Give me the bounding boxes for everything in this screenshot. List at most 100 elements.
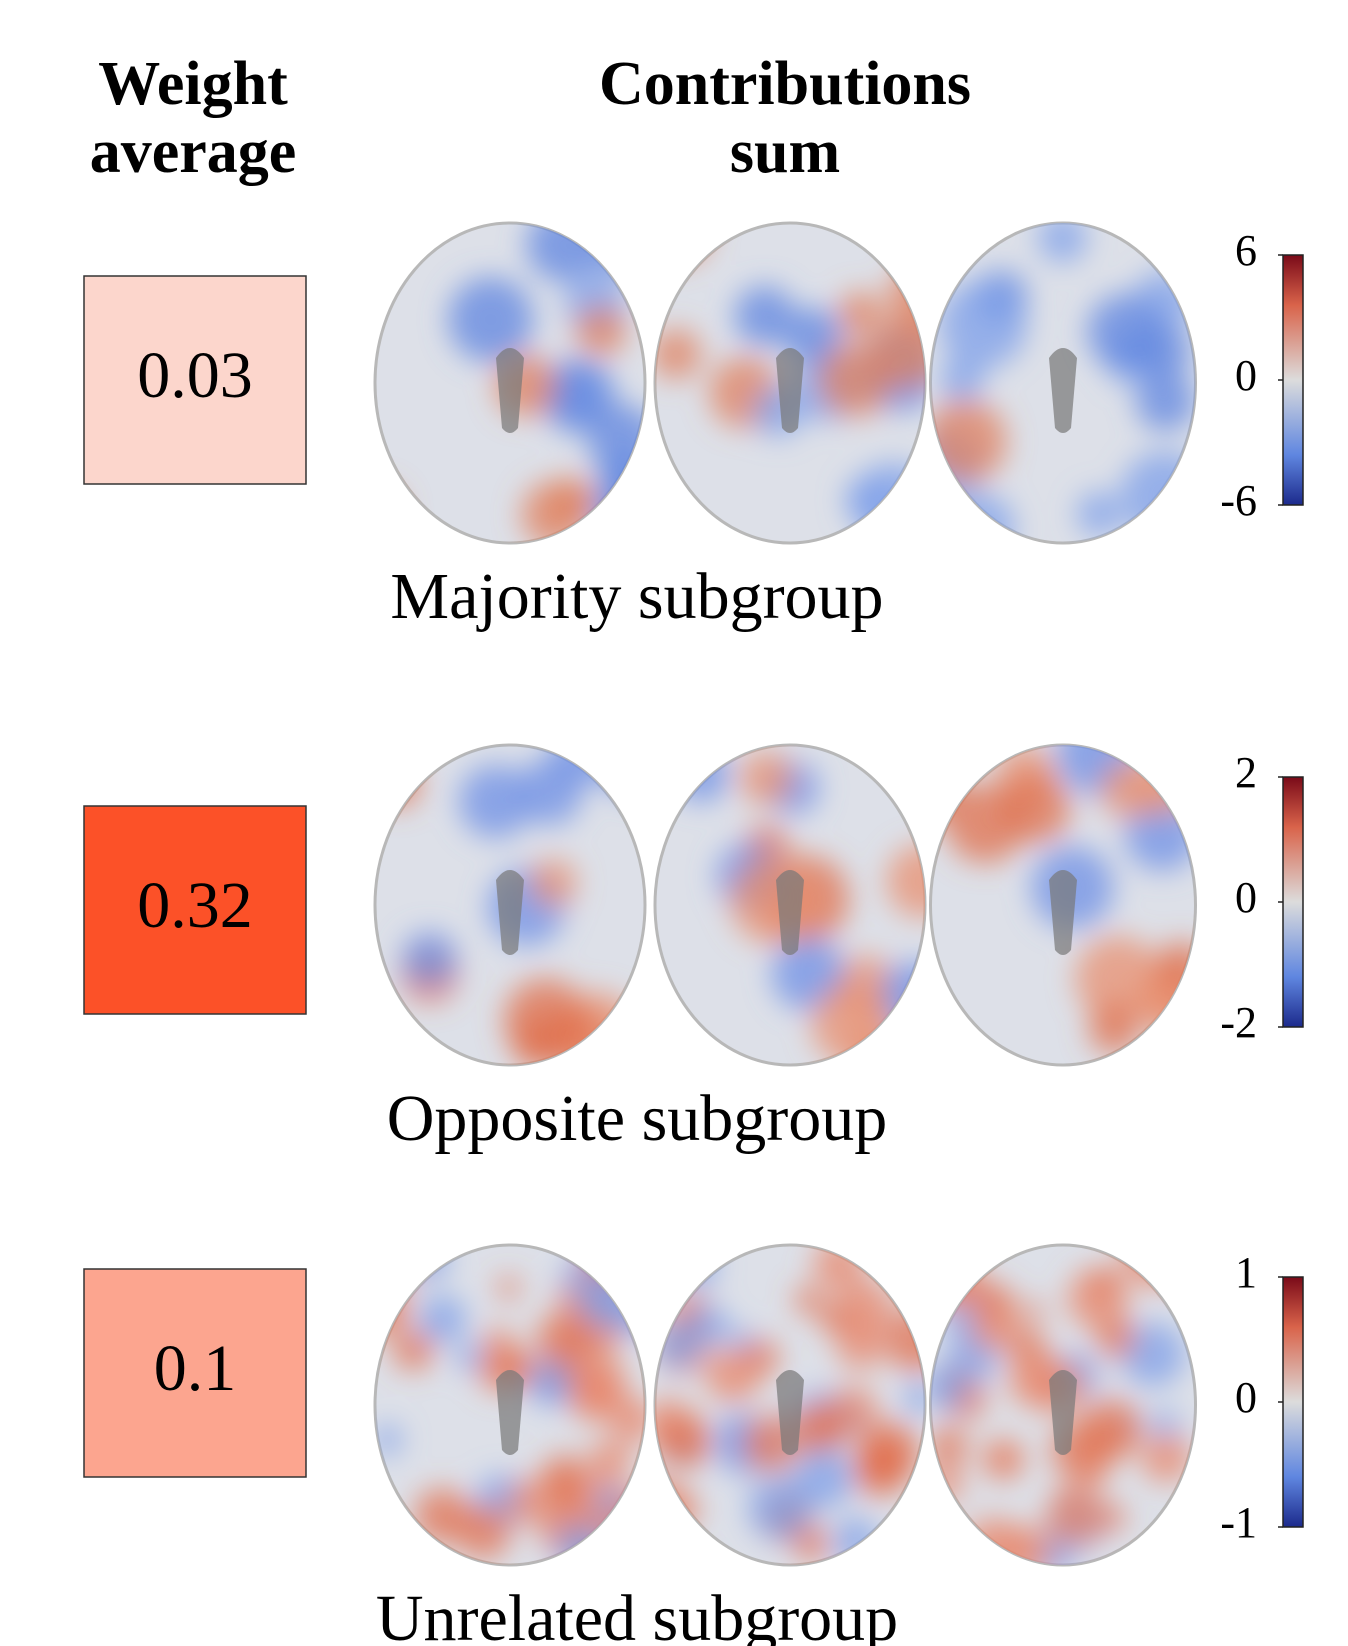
activity-blob bbox=[1046, 1487, 1106, 1547]
activity-blob bbox=[576, 306, 627, 357]
activity-blob bbox=[588, 405, 660, 477]
activity-blob bbox=[629, 1476, 689, 1536]
activity-blob bbox=[814, 1239, 865, 1290]
figure: Weightaverage Contributionssum 0.03 6 0 -6 Maj… bbox=[0, 0, 1348, 1646]
activity-blob bbox=[927, 1258, 979, 1310]
activity-blob bbox=[977, 1283, 1013, 1319]
activity-blob bbox=[568, 1367, 623, 1422]
activity-blob bbox=[640, 193, 711, 264]
activity-blob bbox=[536, 1313, 587, 1364]
activity-blob bbox=[1024, 1300, 1044, 1320]
activity-blob bbox=[549, 729, 606, 786]
activity-blob bbox=[922, 1365, 967, 1410]
activity-blob bbox=[853, 1442, 908, 1497]
activity-blob bbox=[706, 1349, 760, 1403]
activity-blob bbox=[924, 400, 1007, 483]
activity-blob bbox=[946, 494, 1015, 563]
colorbar-tick-label: 6 bbox=[1235, 226, 1257, 275]
activity-blob bbox=[654, 1321, 701, 1368]
row-caption: Majority subgroup bbox=[390, 560, 883, 633]
activity-blob bbox=[1121, 1226, 1181, 1286]
activity-blob bbox=[795, 1528, 828, 1561]
activity-blob bbox=[591, 479, 651, 539]
brain-slice bbox=[640, 193, 960, 546]
activity-blob bbox=[402, 932, 457, 987]
activity-blob bbox=[1088, 1003, 1140, 1055]
activity-blob bbox=[521, 481, 588, 548]
brain-slice bbox=[373, 719, 673, 1076]
activity-blob bbox=[589, 1439, 631, 1481]
activity-blob bbox=[378, 1252, 402, 1276]
brain-slice bbox=[347, 208, 661, 548]
colorbar-tick-label: -6 bbox=[1220, 476, 1257, 525]
activity-blob bbox=[529, 859, 576, 906]
activity-blob bbox=[619, 1290, 667, 1338]
colorbar bbox=[1283, 255, 1303, 505]
activity-blob bbox=[818, 343, 892, 417]
activity-blob bbox=[1152, 1410, 1179, 1437]
weight-value: 0.03 bbox=[137, 339, 253, 412]
activity-blob bbox=[952, 1266, 975, 1289]
brain-slice bbox=[907, 214, 1208, 563]
colorbar-tick-label: 2 bbox=[1235, 748, 1257, 797]
activity-blob bbox=[833, 1518, 878, 1563]
activity-blob bbox=[1141, 1432, 1191, 1482]
activity-blob bbox=[1156, 941, 1208, 993]
brain-slice bbox=[629, 1239, 948, 1565]
activity-blob bbox=[1145, 1223, 1207, 1285]
colorbar bbox=[1283, 777, 1303, 1027]
activity-blob bbox=[548, 1473, 581, 1506]
activity-blob bbox=[459, 765, 532, 838]
activity-blob bbox=[739, 751, 793, 805]
activity-blob bbox=[753, 1434, 775, 1456]
brain-slice bbox=[357, 1237, 667, 1574]
activity-blob bbox=[1092, 1268, 1120, 1296]
activity-blob bbox=[373, 760, 421, 808]
activity-blob bbox=[963, 1518, 1024, 1579]
activity-blob bbox=[838, 291, 882, 335]
activity-blob bbox=[795, 1285, 824, 1314]
activity-blob bbox=[748, 1476, 811, 1539]
activity-blob bbox=[676, 1246, 717, 1287]
weight-value: 0.1 bbox=[154, 1332, 237, 1405]
activity-blob bbox=[372, 1308, 401, 1337]
activity-blob bbox=[408, 1239, 449, 1280]
activity-blob bbox=[595, 719, 673, 797]
activity-blob bbox=[805, 1406, 844, 1445]
activity-blob bbox=[837, 1321, 884, 1368]
activity-blob bbox=[347, 485, 404, 542]
activity-blob bbox=[1097, 1318, 1136, 1357]
activity-blob bbox=[659, 1415, 712, 1468]
activity-blob bbox=[852, 463, 935, 546]
colorbar bbox=[1283, 1277, 1303, 1527]
brain-slice bbox=[900, 715, 1209, 1065]
brain-slice bbox=[655, 745, 960, 1077]
row-caption: Unrelated subgroup bbox=[376, 1582, 898, 1646]
colorbar-tick-label: -1 bbox=[1220, 1498, 1257, 1547]
activity-blob bbox=[414, 1488, 470, 1544]
activity-blob bbox=[990, 1442, 1018, 1470]
activity-blob bbox=[878, 962, 951, 1035]
activity-blob bbox=[621, 1256, 644, 1279]
activity-blob bbox=[651, 329, 702, 380]
activity-blob bbox=[1136, 371, 1195, 430]
activity-blob bbox=[927, 1466, 963, 1502]
colorbar-tick-label: 1 bbox=[1235, 1248, 1257, 1297]
activity-blob bbox=[900, 760, 961, 821]
activity-blob bbox=[399, 1256, 419, 1276]
colorbar-tick-label: 0 bbox=[1235, 873, 1257, 922]
activity-blob bbox=[507, 1478, 555, 1526]
activity-blob bbox=[526, 208, 600, 282]
activity-blob bbox=[1080, 1399, 1141, 1460]
activity-blob bbox=[1000, 773, 1070, 843]
colorbar-tick-label: -2 bbox=[1220, 998, 1257, 1047]
activity-blob bbox=[448, 277, 533, 362]
weight-value: 0.32 bbox=[137, 869, 253, 942]
activity-blob bbox=[357, 1277, 410, 1330]
row-caption: Opposite subgroup bbox=[387, 1082, 887, 1155]
colorbar-tick-label: 0 bbox=[1235, 351, 1257, 400]
activity-blob bbox=[1038, 214, 1087, 263]
activity-blob bbox=[1077, 491, 1122, 536]
